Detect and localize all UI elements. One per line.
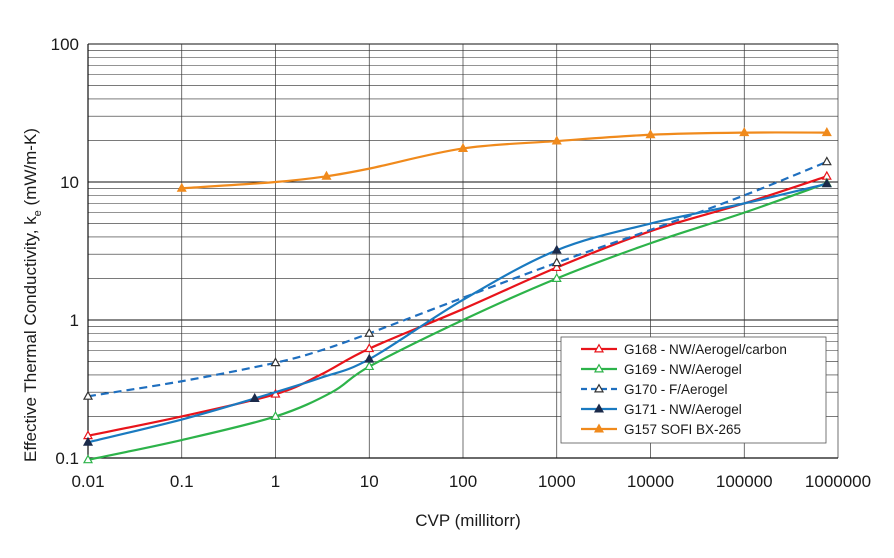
series-marker (364, 360, 375, 371)
tick-labels: 0.01 0.1 1 10 100 1000 10000 100000 1000000 0.1 1 1… (51, 35, 871, 491)
series-marker (645, 129, 656, 139)
legend-label: G157 SOFI BX-265 (624, 422, 741, 437)
series-marker (364, 327, 375, 337)
series-marker (270, 410, 281, 420)
y-tick-label: 100 (51, 35, 79, 54)
legend-swatch-marker (593, 363, 605, 373)
y-axis-title-main: Effective Thermal Conductivity, k (21, 216, 40, 462)
series-marker (321, 170, 332, 180)
series-marker (551, 261, 562, 272)
legend-swatch-marker (593, 423, 605, 433)
x-tick-label: 1 (271, 472, 280, 491)
legend-label: G168 - NW/Aerogel/carbon (624, 342, 787, 357)
legend-swatch-marker (593, 343, 605, 353)
series-marker (821, 178, 832, 188)
x-tick-label: 100000 (716, 472, 773, 491)
legend-label: G171 - NW/Aerogel (624, 402, 742, 417)
legend-label: G170 - F/Aerogel (624, 382, 728, 397)
series-marker (364, 343, 375, 353)
series-4 (82, 178, 832, 446)
x-tick-label: 0.1 (170, 472, 194, 491)
series-line (87, 182, 828, 444)
grid (87, 43, 839, 459)
y-axis-title: Effective Thermal Conductivity, ke (mW/m… (21, 128, 44, 462)
series-marker (551, 272, 562, 282)
x-axis-title: CVP (millitorr) (415, 511, 520, 530)
legend-item: G168 - NW/Aerogel/carbon (581, 342, 787, 357)
x-tick-label: 0.01 (71, 472, 104, 491)
series-marker (82, 390, 94, 400)
series-marker (821, 127, 832, 137)
x-tick-label: 10000 (627, 472, 674, 491)
x-tick-label: 100 (449, 472, 477, 491)
legend-swatch-marker (593, 403, 605, 413)
y-tick-label: 10 (60, 173, 79, 192)
series-marker (270, 357, 281, 367)
y-tick-label: 1 (70, 311, 79, 330)
legend-item: G157 SOFI BX-265 (581, 422, 741, 437)
y-axis-title-subscript: e (32, 210, 44, 216)
y-tick-label: 0.1 (55, 449, 79, 468)
series-marker (457, 142, 469, 152)
series-line (181, 131, 827, 190)
legend: G168 - NW/Aerogel/carbon G169 - NW/Aeroge… (560, 336, 827, 444)
series-marker (551, 244, 562, 254)
legend-item: G170 - F/Aerogel (581, 382, 728, 397)
series-marker (176, 182, 187, 192)
legend-label: G169 - NW/Aerogel (624, 362, 742, 377)
x-tick-label: 1000000 (805, 472, 871, 491)
legend-item: G171 - NW/Aerogel (581, 402, 742, 417)
legend-item: G169 - NW/Aerogel (581, 362, 742, 377)
series-marker (82, 454, 94, 464)
series-marker (551, 135, 562, 145)
x-tick-label: 10 (360, 472, 379, 491)
series-marker (364, 353, 375, 363)
x-tick-label: 1000 (538, 472, 576, 491)
series-marker (821, 156, 832, 166)
series-5 (176, 127, 832, 192)
legend-swatch-marker (593, 383, 605, 393)
series-marker (739, 127, 750, 137)
y-axis-title-unit: (mW/m-K) (21, 128, 40, 210)
series-marker (82, 436, 94, 446)
series-layer (82, 127, 832, 464)
series-marker (551, 257, 562, 267)
series-line (87, 182, 828, 461)
series-marker (249, 392, 260, 402)
